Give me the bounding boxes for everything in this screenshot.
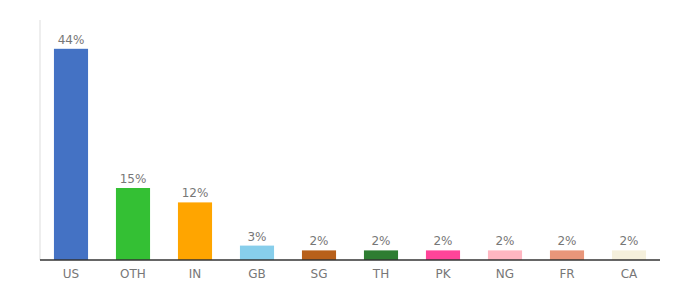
data-label: 2% bbox=[371, 234, 390, 248]
x-tick-label: FR bbox=[559, 267, 574, 281]
x-tick-label: US bbox=[63, 267, 79, 281]
chart: US OTH IN GB SG TH PK NG FR CA 44% 15% 12% 3% 2% 2% 2% 2%… bbox=[0, 0, 680, 300]
data-label: 15% bbox=[120, 172, 147, 186]
x-tick-label: PK bbox=[435, 267, 451, 281]
x-tick-labels: US OTH IN GB SG TH PK NG FR CA bbox=[63, 267, 638, 281]
data-labels: 44% 15% 12% 3% 2% 2% 2% 2% 2% 2% bbox=[58, 33, 639, 249]
x-tick-label: SG bbox=[311, 267, 328, 281]
data-label: 12% bbox=[182, 186, 209, 200]
bar bbox=[240, 246, 274, 260]
data-label: 3% bbox=[247, 230, 266, 244]
data-label: 2% bbox=[557, 234, 576, 248]
bar bbox=[178, 202, 212, 260]
bar bbox=[550, 250, 584, 260]
x-tick-label: OTH bbox=[120, 267, 146, 281]
x-axis-line bbox=[40, 259, 660, 261]
data-label: 44% bbox=[58, 33, 85, 47]
bar bbox=[364, 250, 398, 260]
bar bbox=[426, 250, 460, 260]
bars bbox=[54, 49, 646, 260]
data-label: 2% bbox=[433, 234, 452, 248]
bar bbox=[302, 250, 336, 260]
x-tick-label: IN bbox=[189, 267, 202, 281]
bar bbox=[116, 188, 150, 260]
bar bbox=[488, 250, 522, 260]
data-label: 2% bbox=[495, 234, 514, 248]
bar bbox=[54, 49, 88, 260]
x-tick-label: GB bbox=[248, 267, 266, 281]
chart-container: US OTH IN GB SG TH PK NG FR CA 44% 15% 12% 3% 2% 2% 2% 2%… bbox=[0, 0, 680, 300]
bar bbox=[612, 250, 646, 260]
y-axis-line bbox=[40, 20, 41, 260]
x-tick-label: CA bbox=[621, 267, 638, 281]
x-tick-label: NG bbox=[496, 267, 514, 281]
data-label: 2% bbox=[619, 234, 638, 248]
x-tick-label: TH bbox=[372, 267, 389, 281]
data-label: 2% bbox=[309, 234, 328, 248]
